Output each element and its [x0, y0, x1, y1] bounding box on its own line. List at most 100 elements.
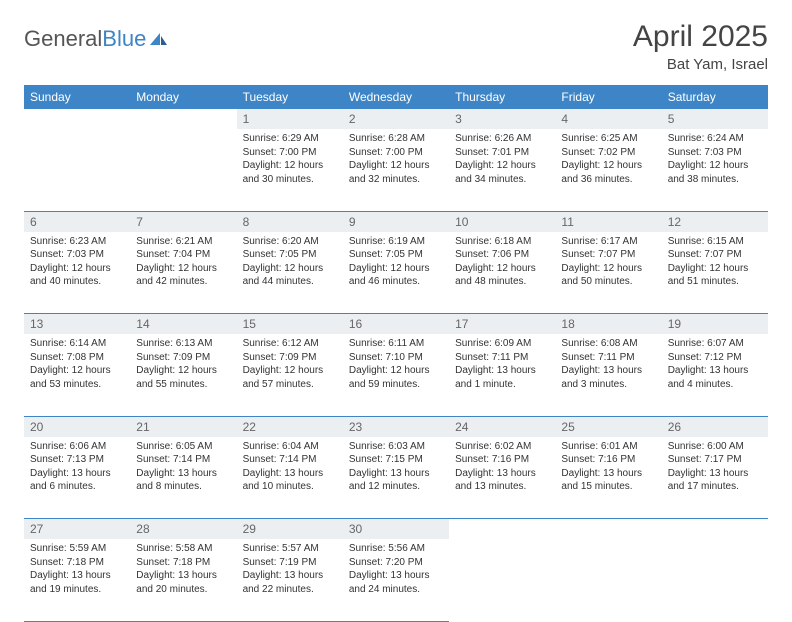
- day-number: 18: [555, 314, 661, 335]
- day-details: Sunrise: 6:20 AMSunset: 7:05 PMDaylight:…: [237, 232, 343, 295]
- day-cell: Sunrise: 6:29 AMSunset: 7:00 PMDaylight:…: [237, 129, 343, 211]
- month-title: April 2025: [633, 20, 768, 54]
- sunset-text: Sunset: 7:09 PM: [136, 351, 230, 365]
- day-cell: Sunrise: 6:11 AMSunset: 7:10 PMDaylight:…: [343, 334, 449, 416]
- daylight-text: Daylight: 12 hours and 50 minutes.: [561, 262, 655, 289]
- day-cell: Sunrise: 6:24 AMSunset: 7:03 PMDaylight:…: [662, 129, 768, 211]
- day-details: Sunrise: 6:23 AMSunset: 7:03 PMDaylight:…: [24, 232, 130, 295]
- day-cell: Sunrise: 6:21 AMSunset: 7:04 PMDaylight:…: [130, 232, 236, 314]
- day-cell: Sunrise: 6:02 AMSunset: 7:16 PMDaylight:…: [449, 437, 555, 519]
- sunrise-text: Sunrise: 6:23 AM: [30, 235, 124, 249]
- day-number: 21: [130, 416, 236, 437]
- daylight-text: Daylight: 13 hours and 6 minutes.: [30, 467, 124, 494]
- day-header: Sunday: [24, 85, 130, 109]
- sunrise-text: Sunrise: 5:57 AM: [243, 542, 337, 556]
- day-number: 3: [449, 109, 555, 129]
- day-details: Sunrise: 6:01 AMSunset: 7:16 PMDaylight:…: [555, 437, 661, 500]
- sunrise-text: Sunrise: 5:56 AM: [349, 542, 443, 556]
- sunrise-text: Sunrise: 6:04 AM: [243, 440, 337, 454]
- sunrise-text: Sunrise: 6:14 AM: [30, 337, 124, 351]
- day-number: 24: [449, 416, 555, 437]
- daylight-text: Daylight: 12 hours and 53 minutes.: [30, 364, 124, 391]
- sunrise-text: Sunrise: 6:05 AM: [136, 440, 230, 454]
- daylight-text: Daylight: 13 hours and 4 minutes.: [668, 364, 762, 391]
- day-cell: Sunrise: 6:20 AMSunset: 7:05 PMDaylight:…: [237, 232, 343, 314]
- day-number: 25: [555, 416, 661, 437]
- daylight-text: Daylight: 12 hours and 42 minutes.: [136, 262, 230, 289]
- day-cell: Sunrise: 5:57 AMSunset: 7:19 PMDaylight:…: [237, 539, 343, 621]
- day-header: Saturday: [662, 85, 768, 109]
- day-details: Sunrise: 6:03 AMSunset: 7:15 PMDaylight:…: [343, 437, 449, 500]
- sunrise-text: Sunrise: 6:24 AM: [668, 132, 762, 146]
- sunset-text: Sunset: 7:14 PM: [136, 453, 230, 467]
- sunrise-text: Sunrise: 6:01 AM: [561, 440, 655, 454]
- week-row: Sunrise: 6:14 AMSunset: 7:08 PMDaylight:…: [24, 334, 768, 416]
- daylight-text: Daylight: 13 hours and 20 minutes.: [136, 569, 230, 596]
- sunrise-text: Sunrise: 6:07 AM: [668, 337, 762, 351]
- day-details: Sunrise: 6:19 AMSunset: 7:05 PMDaylight:…: [343, 232, 449, 295]
- day-details: Sunrise: 5:56 AMSunset: 7:20 PMDaylight:…: [343, 539, 449, 602]
- day-cell: Sunrise: 6:03 AMSunset: 7:15 PMDaylight:…: [343, 437, 449, 519]
- day-cell: Sunrise: 6:13 AMSunset: 7:09 PMDaylight:…: [130, 334, 236, 416]
- sunset-text: Sunset: 7:15 PM: [349, 453, 443, 467]
- header: General Blue April 2025 Bat Yam, Israel: [24, 20, 768, 73]
- day-cell: Sunrise: 6:25 AMSunset: 7:02 PMDaylight:…: [555, 129, 661, 211]
- sunrise-text: Sunrise: 6:13 AM: [136, 337, 230, 351]
- day-number: 30: [343, 519, 449, 540]
- day-details: Sunrise: 6:00 AMSunset: 7:17 PMDaylight:…: [662, 437, 768, 500]
- day-number: 27: [24, 519, 130, 540]
- sunset-text: Sunset: 7:16 PM: [455, 453, 549, 467]
- day-details: Sunrise: 5:58 AMSunset: 7:18 PMDaylight:…: [130, 539, 236, 602]
- day-number: [662, 519, 768, 540]
- day-cell: Sunrise: 6:14 AMSunset: 7:08 PMDaylight:…: [24, 334, 130, 416]
- week-row: Sunrise: 6:29 AM Sunset: 7:00 PMDaylight:…: [24, 129, 768, 211]
- sunset-text: Sunset: 7:12 PM: [668, 351, 762, 365]
- sunrise-text: Sunrise: 6:18 AM: [455, 235, 549, 249]
- sunrise-text: Sunrise: 6:21 AM: [136, 235, 230, 249]
- sunrise-text: Sunrise: 6:26 AM: [455, 132, 549, 146]
- sunset-text: Sunset: 7:14 PM: [243, 453, 337, 467]
- day-number: 23: [343, 416, 449, 437]
- sunrise-text: Sunrise: 6:02 AM: [455, 440, 549, 454]
- daylight-text: Daylight: 12 hours and 32 minutes.: [349, 159, 443, 186]
- day-cell: Sunrise: 6:15 AMSunset: 7:07 PMDaylight:…: [662, 232, 768, 314]
- day-cell: Sunrise: 6:00 AMSunset: 7:17 PMDaylight:…: [662, 437, 768, 519]
- daynum-row: 13141516171819: [24, 314, 768, 335]
- sunset-text: Sunset: 7:05 PM: [243, 248, 337, 262]
- day-number: 6: [24, 211, 130, 232]
- day-details: Sunrise: 6:29 AMSunset: 7:00 PMDaylight:…: [237, 129, 343, 192]
- sunrise-text: Sunrise: 6:12 AM: [243, 337, 337, 351]
- day-header-row: Sunday Monday Tuesday Wednesday Thursday…: [24, 85, 768, 109]
- day-number: [130, 109, 236, 129]
- sunset-text: Sunset: 7:09 PM: [243, 351, 337, 365]
- day-cell: Sunrise: 6:28 AMSunset: 7:00 PMDaylight:…: [343, 129, 449, 211]
- day-number: 28: [130, 519, 236, 540]
- sunset-text: Sunset: 7:18 PM: [136, 556, 230, 570]
- daylight-text: Daylight: 13 hours and 19 minutes.: [30, 569, 124, 596]
- day-details: Sunrise: 6:26 AMSunset: 7:01 PMDaylight:…: [449, 129, 555, 192]
- logo-text-blue: Blue: [102, 26, 146, 52]
- day-details: Sunrise: 6:25 AMSunset: 7:02 PMDaylight:…: [555, 129, 661, 192]
- day-cell: Sunrise: 5:56 AMSunset: 7:20 PMDaylight:…: [343, 539, 449, 621]
- daylight-text: Daylight: 12 hours and 48 minutes.: [455, 262, 549, 289]
- location-label: Bat Yam, Israel: [633, 56, 768, 73]
- sunset-text: Sunset: 7:11 PM: [455, 351, 549, 365]
- daylight-text: Daylight: 12 hours and 51 minutes.: [668, 262, 762, 289]
- day-number: [24, 109, 130, 129]
- daylight-text: Daylight: 12 hours and 46 minutes.: [349, 262, 443, 289]
- title-block: April 2025 Bat Yam, Israel: [633, 20, 768, 73]
- day-number: 7: [130, 211, 236, 232]
- day-number: 20: [24, 416, 130, 437]
- daylight-text: Daylight: 12 hours and 57 minutes.: [243, 364, 337, 391]
- day-number: 26: [662, 416, 768, 437]
- day-details: Sunrise: 6:15 AMSunset: 7:07 PMDaylight:…: [662, 232, 768, 295]
- day-details: Sunrise: 6:18 AMSunset: 7:06 PMDaylight:…: [449, 232, 555, 295]
- sunset-text: Sunset: 7:00 PM: [349, 146, 443, 160]
- day-details: Sunrise: 6:14 AMSunset: 7:08 PMDaylight:…: [24, 334, 130, 397]
- day-header: Monday: [130, 85, 236, 109]
- sunrise-text: Sunrise: 6:29 AM: [243, 132, 337, 146]
- daylight-text: Daylight: 13 hours and 13 minutes.: [455, 467, 549, 494]
- day-cell: Sunrise: 6:05 AMSunset: 7:14 PMDaylight:…: [130, 437, 236, 519]
- daylight-text: Daylight: 13 hours and 1 minute.: [455, 364, 549, 391]
- daynum-row: 27282930: [24, 519, 768, 540]
